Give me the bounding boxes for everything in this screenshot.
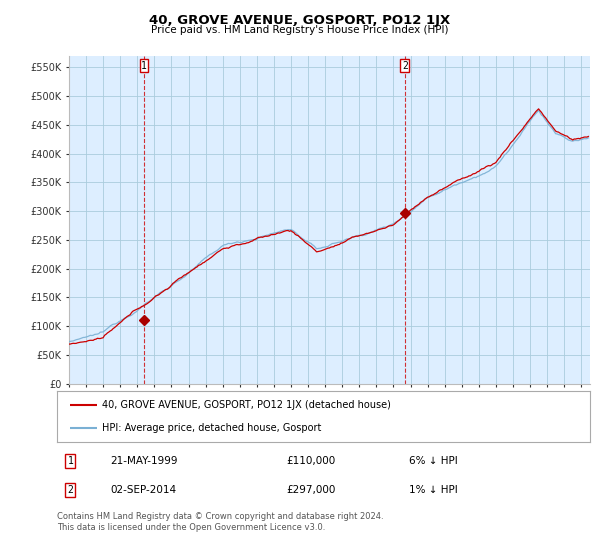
- Text: 1: 1: [67, 456, 73, 466]
- Text: 6% ↓ HPI: 6% ↓ HPI: [409, 456, 457, 466]
- Text: Contains HM Land Registry data © Crown copyright and database right 2024.
This d: Contains HM Land Registry data © Crown c…: [57, 512, 383, 532]
- Text: 1% ↓ HPI: 1% ↓ HPI: [409, 486, 457, 495]
- Text: HPI: Average price, detached house, Gosport: HPI: Average price, detached house, Gosp…: [102, 423, 322, 433]
- Text: 40, GROVE AVENUE, GOSPORT, PO12 1JX (detached house): 40, GROVE AVENUE, GOSPORT, PO12 1JX (det…: [102, 400, 391, 410]
- Text: 2: 2: [67, 486, 73, 495]
- Text: 21-MAY-1999: 21-MAY-1999: [110, 456, 178, 466]
- Text: £110,000: £110,000: [286, 456, 335, 466]
- Text: 1: 1: [141, 61, 147, 71]
- Text: 2: 2: [402, 61, 408, 71]
- Text: 02-SEP-2014: 02-SEP-2014: [110, 486, 176, 495]
- Text: Price paid vs. HM Land Registry's House Price Index (HPI): Price paid vs. HM Land Registry's House …: [151, 25, 449, 35]
- Text: 40, GROVE AVENUE, GOSPORT, PO12 1JX: 40, GROVE AVENUE, GOSPORT, PO12 1JX: [149, 14, 451, 27]
- Text: £297,000: £297,000: [286, 486, 335, 495]
